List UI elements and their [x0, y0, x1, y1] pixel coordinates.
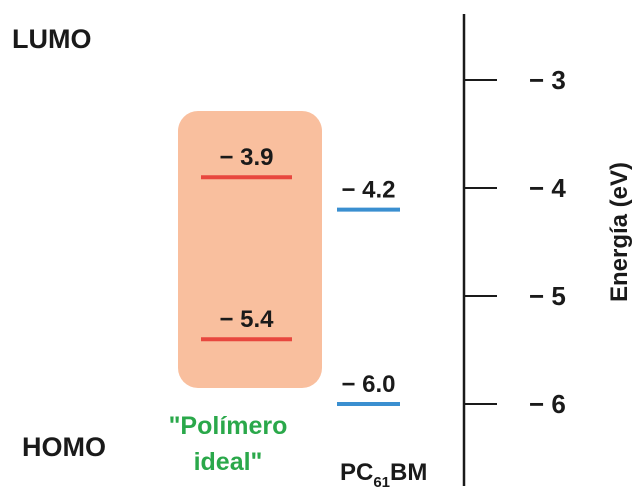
axis-tick-label: − 3 [529, 65, 566, 95]
homo-label: HOMO [22, 432, 106, 462]
axis-tick-label: − 4 [529, 173, 566, 203]
pcbm-lumo-level-label: − 4.2 [341, 177, 395, 204]
ideal-polymer-label-line2: ideal" [194, 448, 263, 476]
ideal-homo-level-label: − 5.4 [219, 306, 274, 333]
energy-levels: − 3.9 − 5.4 − 4.2 − 6.0 [201, 144, 400, 406]
ideal-polymer-box [178, 111, 322, 388]
axis-ticks: − 3 − 4 − 5 − 6 [464, 65, 566, 419]
energy-axis-title: Energía (eV) [606, 162, 633, 302]
axis-tick-label: − 6 [529, 389, 566, 419]
lumo-label: LUMO [12, 24, 91, 54]
pcbm-homo-level-label: − 6.0 [341, 371, 395, 398]
axis-tick-label: − 5 [529, 281, 566, 311]
ideal-lumo-level-label: − 3.9 [219, 144, 273, 171]
pcbm-label: PC61BM [340, 459, 427, 491]
ideal-polymer-label-line1: "Polímero [169, 412, 288, 440]
